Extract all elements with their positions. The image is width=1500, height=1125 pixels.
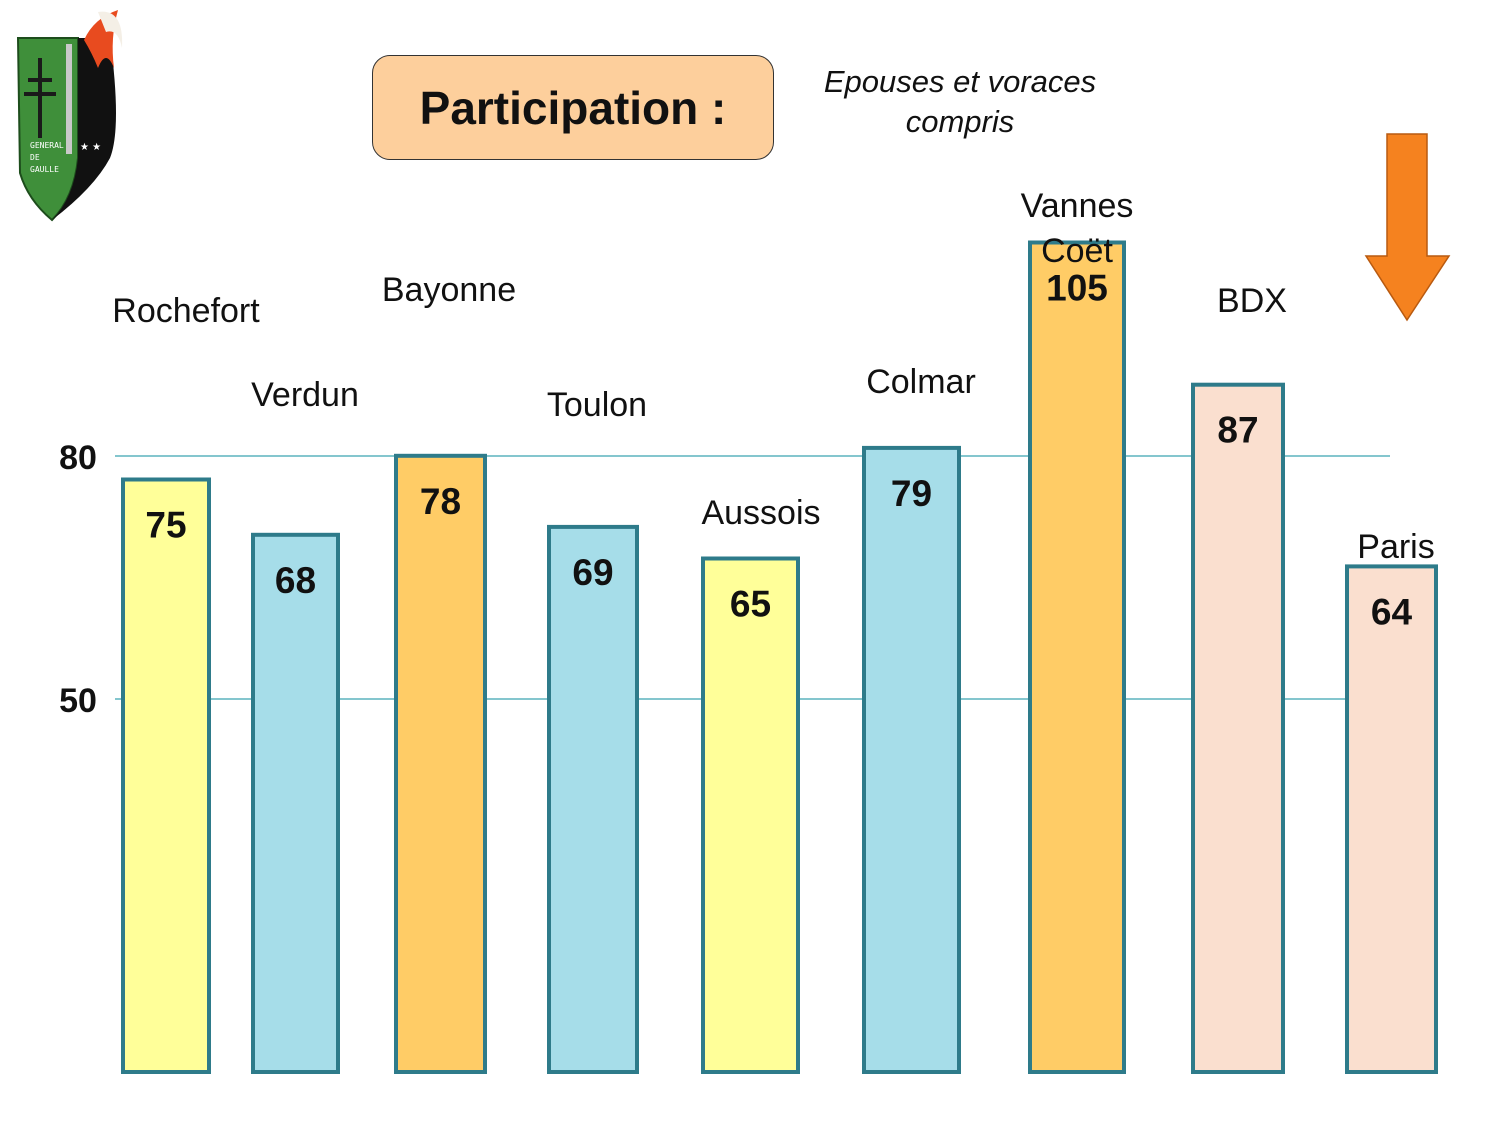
logo-text-line-2: DE (30, 153, 40, 162)
data-label-1: 68 (275, 560, 316, 601)
bar-7 (1191, 382, 1285, 1074)
bar-6 (1028, 240, 1126, 1074)
ytick-label-80: 80 (59, 439, 97, 477)
data-label-4: 65 (730, 584, 771, 625)
chart-subtitle: Epouses et voraces compris (823, 64, 1097, 139)
cross-of-lorraine-emblem-icon: ★ ★ GENERAL DE GAULLE (16, 10, 123, 222)
emblem-logo: ★ ★ GENERAL DE GAULLE (14, 8, 126, 227)
category-label-1: Verdun (251, 376, 359, 414)
bars (121, 240, 1438, 1075)
chart-title: Participation : (372, 55, 774, 160)
category-label-6: Vannes Coët (1021, 187, 1134, 270)
down-arrow-icon (1364, 133, 1451, 322)
data-label-6: 105 (1046, 268, 1108, 309)
category-label-8: Paris (1357, 528, 1434, 566)
logo-text-line-3: GAULLE (30, 165, 59, 174)
data-label-2: 78 (420, 481, 461, 522)
bar-3 (547, 524, 639, 1074)
data-label-5: 79 (891, 473, 932, 514)
data-label-7: 87 (1217, 410, 1258, 451)
labels: 75 Rochefort 68 Verdun 78 Bayonne 69 Toulon 65 Au… (112, 187, 1434, 632)
ytick-label-50: 50 (59, 682, 97, 720)
category-label-3: Toulon (547, 386, 647, 424)
data-label-3: 69 (572, 552, 613, 593)
bar-8 (1345, 564, 1438, 1075)
category-label-0: Rochefort (112, 292, 260, 330)
bar-1 (251, 532, 340, 1074)
category-label-2: Bayonne (382, 271, 516, 309)
category-label-4: Aussois (701, 494, 820, 532)
bar-5 (862, 445, 961, 1074)
data-label-0: 75 (145, 505, 186, 546)
logo-text-line-1: GENERAL (30, 141, 64, 150)
bar-0 (121, 477, 211, 1074)
svg-text:★ ★: ★ ★ (80, 142, 101, 153)
bar-2 (394, 453, 487, 1074)
category-label-5: Colmar (866, 363, 976, 401)
data-label-8: 64 (1371, 591, 1413, 632)
category-label-7: BDX (1217, 282, 1287, 320)
bar-4 (701, 556, 800, 1074)
